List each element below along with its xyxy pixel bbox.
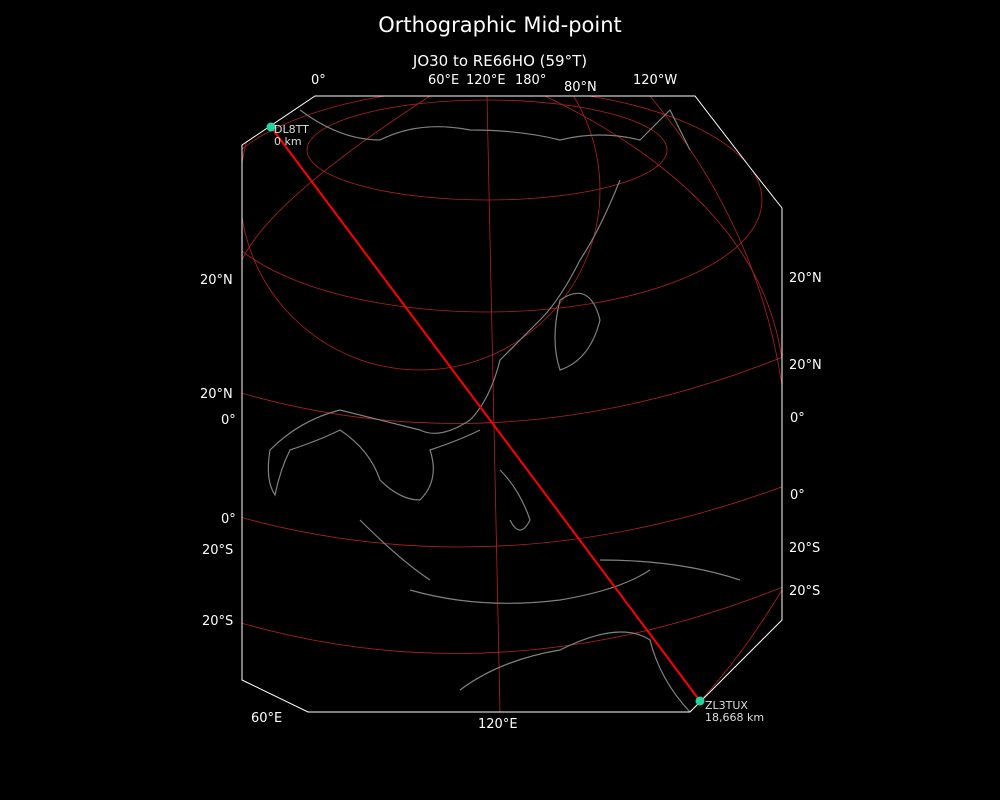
top-label: 180° — [515, 73, 547, 88]
left-label: 0° — [221, 512, 236, 527]
graticule — [242, 96, 782, 712]
top-label: 120°W — [633, 73, 678, 88]
right-label: 20°S — [789, 584, 821, 599]
station-label-start: DL8TT 0 km — [274, 124, 309, 148]
station-distance: 18,668 km — [705, 711, 765, 724]
bottom-label: 60°E — [251, 711, 283, 726]
right-label: 20°N — [789, 271, 822, 286]
top-label: 60°E — [428, 73, 460, 88]
station-call: DL8TT — [274, 123, 309, 136]
station-distance: 0 km — [274, 135, 302, 148]
station-label-end: ZL3TUX 18,668 km — [705, 700, 764, 724]
great-circle-path — [270, 126, 701, 702]
right-label: 0° — [790, 488, 805, 503]
left-label: 0° — [221, 413, 236, 428]
top-label: 0° — [311, 73, 326, 88]
map-title: Orthographic Mid-point — [378, 13, 622, 37]
bottom-label: 120°E — [478, 717, 518, 732]
top-label: 80°N — [564, 80, 597, 95]
station-call: ZL3TUX — [705, 699, 748, 712]
left-label: 20°N — [200, 273, 233, 288]
map-border — [241, 95, 783, 713]
station-marker-end — [695, 696, 705, 706]
right-label: 0° — [790, 411, 805, 426]
station-marker-start — [266, 122, 276, 132]
map-subtitle: JO30 to RE66HO (59°T) — [412, 52, 588, 70]
top-label: 120°E — [466, 73, 506, 88]
right-label: 20°N — [789, 358, 822, 373]
right-label: 20°S — [789, 541, 821, 556]
left-label: 20°S — [202, 614, 234, 629]
left-label: 20°N — [200, 387, 233, 402]
left-label: 20°S — [202, 543, 234, 558]
coastlines — [267, 108, 741, 712]
